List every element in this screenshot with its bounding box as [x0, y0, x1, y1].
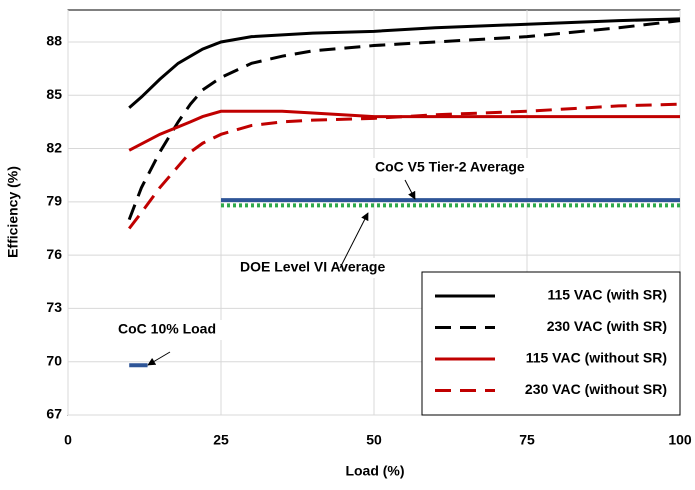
annotation-arrow [339, 212, 369, 269]
legend-label: 115 VAC (without SR) [526, 350, 667, 366]
y-tick-label: 70 [46, 352, 62, 368]
annotation-arrow [147, 351, 171, 366]
annotation-bg [236, 258, 420, 278]
x-tick-label: 25 [213, 432, 229, 448]
x-tick-label: 100 [668, 432, 692, 448]
annotation-bg [114, 320, 236, 340]
x-tick-label: 50 [366, 432, 382, 448]
x-axis-label: Load (%) [345, 463, 404, 479]
y-tick-label: 88 [46, 33, 62, 49]
y-tick-label: 82 [46, 139, 62, 155]
x-tick-label: 0 [64, 432, 72, 448]
series-line [128, 109, 680, 152]
annotation-arrow [404, 179, 416, 200]
legend-label: 230 VAC (without SR) [525, 381, 667, 397]
annotation-label: CoC V5 Tier-2 Average [375, 159, 525, 175]
legend-label: 115 VAC (with SR) [547, 287, 667, 303]
series-line [128, 17, 681, 109]
y-tick-label: 73 [46, 299, 62, 315]
y-axis-label: Efficiency (%) [5, 166, 21, 258]
annotation-label: CoC 10% Load [118, 321, 216, 337]
x-tick-label: 75 [519, 432, 535, 448]
series-line [128, 102, 681, 230]
y-tick-label: 85 [46, 86, 62, 102]
y-tick-label: 76 [46, 246, 62, 262]
y-tick-label: 79 [46, 193, 62, 209]
series-line [127, 19, 681, 221]
annotation-label: DOE Level VI Average [240, 259, 385, 275]
annotation-bg [371, 158, 555, 178]
y-tick-label: 67 [46, 406, 62, 422]
legend-label: 230 VAC (with SR) [547, 318, 667, 334]
